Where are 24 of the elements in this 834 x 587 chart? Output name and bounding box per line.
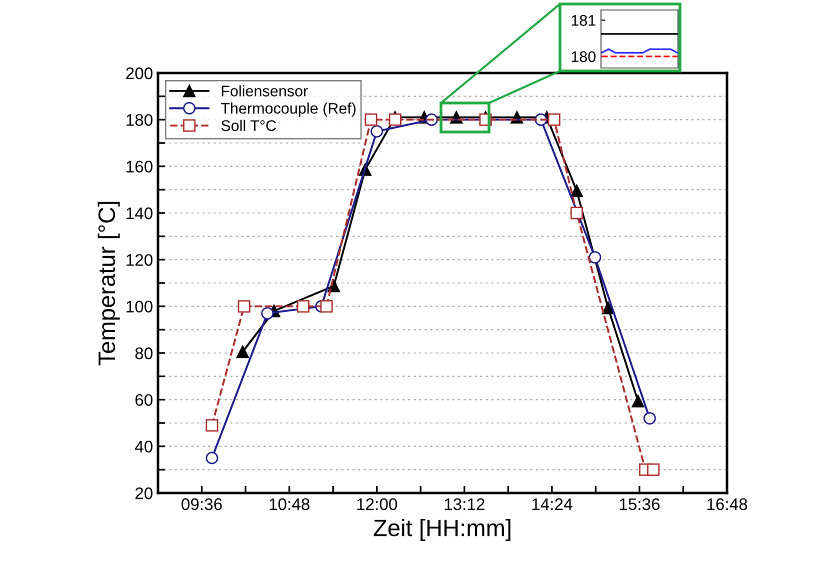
y-tick-label: 200 [126, 67, 152, 80]
y-tick-label: 180 [126, 114, 152, 126]
y-axis-title: Temperatur [°C] [98, 202, 120, 366]
legend-label: Thermocouple (Ref) [220, 102, 356, 117]
x-tick-label: 15:36 [620, 498, 660, 510]
y-tick-label: 181 [572, 15, 596, 26]
y-tick-label: 40 [134, 440, 152, 453]
x-tick-label: 10:48 [270, 498, 310, 510]
x-tick-label: 12:00 [357, 498, 398, 510]
y-tick-label: 180 [572, 51, 596, 62]
x-tick-label: 13:12 [444, 498, 484, 510]
y-tick-label: 100 [126, 300, 152, 313]
x-axis-title: Zeit [HH:mm] [374, 518, 510, 541]
y-tick-label: 80 [135, 347, 152, 360]
x-tick-label: 16:48 [707, 498, 748, 510]
y-tick-label: 140 [126, 207, 152, 220]
legend-label: Foliensensor [222, 85, 308, 96]
x-tick-label: 14:24 [532, 498, 572, 510]
y-tick-label: 20 [135, 487, 152, 500]
y-tick-label: 60 [135, 394, 152, 406]
y-tick-label: 160 [126, 160, 152, 173]
y-tick-label: 120 [126, 254, 152, 266]
x-tick-label: 09:36 [182, 498, 222, 510]
legend-label: Soll T°C [221, 120, 276, 132]
